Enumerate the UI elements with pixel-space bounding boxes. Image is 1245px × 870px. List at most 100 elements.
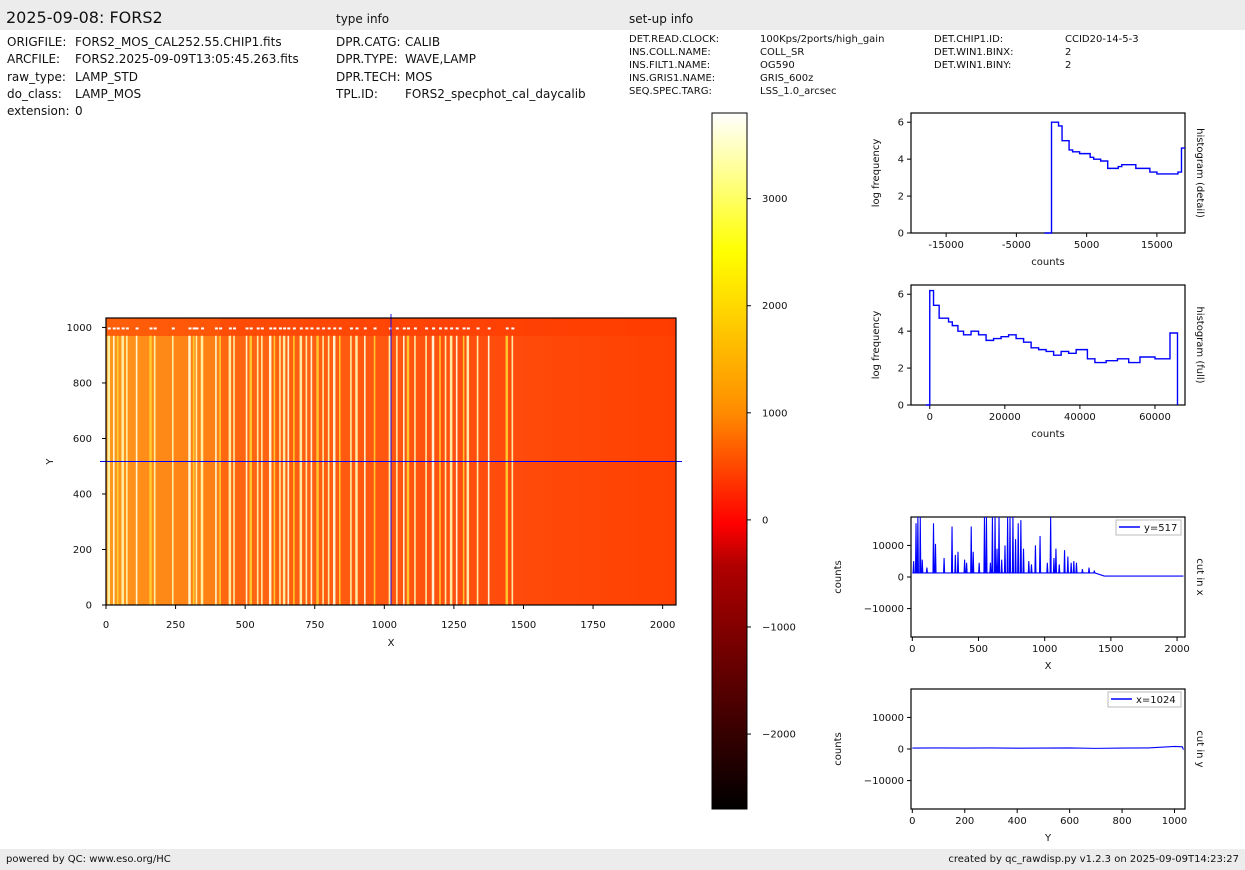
page-title: 2025-09-08: FORS2: [6, 8, 163, 27]
y-tick-label: 0: [86, 601, 92, 612]
arc-line: [439, 335, 441, 605]
arc-line: [403, 335, 405, 605]
arc-line-top-mark: [476, 327, 480, 330]
arc-line-top-mark: [287, 327, 291, 330]
arc-line-top-mark: [450, 327, 454, 330]
histogram-line: [926, 289, 1179, 406]
setup-value: OG590: [760, 60, 795, 71]
arc-line-top-mark: [444, 327, 448, 330]
file-info-value: FORS2.2025-09-09T13:05:45.263.fits: [75, 52, 299, 66]
arc-line-top-mark: [466, 327, 470, 330]
arc-line-top-mark: [395, 327, 399, 330]
type-info-key: TPL.ID:: [336, 87, 378, 101]
y-tick-label: 400: [73, 489, 92, 500]
x-tick-label: -5000: [1002, 240, 1031, 251]
setup-key: DET.WIN1.BINY:: [934, 60, 1012, 71]
arc-line-top-mark: [283, 327, 287, 330]
arc-line-top-mark: [153, 327, 157, 330]
footer-bar: [0, 849, 1245, 870]
arc-line: [233, 335, 235, 605]
arc-line: [192, 335, 195, 605]
y-axis-label: Y: [45, 458, 56, 466]
arc-line-top-mark: [305, 327, 309, 330]
arc-line: [373, 335, 376, 605]
setup-key: DET.READ.CLOCK:: [629, 34, 720, 45]
arc-line-top-mark: [116, 327, 120, 330]
y-axis-label: counts: [833, 732, 844, 765]
arc-line-top-mark: [373, 327, 377, 330]
histogram-line: [1044, 121, 1185, 234]
type-info-heading: type info: [336, 12, 390, 26]
y-tick-label: 10000: [872, 713, 904, 724]
y-tick-label: 2: [898, 364, 904, 375]
arc-line: [200, 335, 204, 605]
arc-line-top-mark: [388, 327, 392, 330]
arc-line-top-mark: [125, 327, 129, 330]
arc-line-top-mark: [455, 327, 459, 330]
arc-line: [282, 335, 286, 605]
arc-line: [121, 335, 124, 605]
arc-line: [116, 335, 119, 605]
arc-line-top-mark: [505, 327, 509, 330]
cut-y-line: [912, 745, 1184, 750]
file-info-value: LAMP_STD: [75, 70, 138, 84]
colorbar-tick-label: 2000: [762, 301, 787, 312]
arc-line-top-mark: [249, 327, 253, 330]
arc-line: [322, 335, 324, 605]
setup-value: 2: [1065, 60, 1072, 71]
legend-box: [1107, 691, 1182, 708]
header-bar: [0, 0, 1245, 30]
x-axis-label: counts: [1031, 257, 1064, 268]
y-tick-label: 800: [73, 378, 92, 389]
arc-line-top-mark: [406, 327, 410, 330]
x-tick-label: 1000: [1032, 644, 1057, 655]
arc-line: [414, 335, 416, 605]
x-tick-label: 500: [236, 620, 255, 631]
arc-line-top-mark: [278, 327, 282, 330]
x-tick-label: 0: [909, 644, 915, 655]
arc-line-top-mark: [112, 327, 116, 330]
x-tick-label: 1500: [1098, 644, 1123, 655]
side-label: cut in x: [1194, 558, 1205, 595]
setup-key: INS.GRIS1.NAME:: [629, 73, 716, 84]
x-tick-label: 0: [927, 412, 933, 423]
colorbar: [711, 112, 748, 810]
arc-line: [449, 335, 453, 605]
plot-frame: [910, 284, 1186, 406]
arc-line: [273, 335, 276, 605]
file-info-key: raw_type:: [7, 70, 66, 84]
arc-line-top-mark: [269, 327, 273, 330]
arc-line: [332, 335, 336, 605]
y-tick-label: 6: [898, 118, 904, 129]
colorbar-tick-label: 0: [762, 515, 768, 526]
setup-value: CCID20-14-5-3: [1065, 34, 1139, 45]
arc-line-top-mark: [402, 327, 406, 330]
x-tick-label: 500: [969, 644, 988, 655]
arc-line: [107, 335, 111, 605]
y-tick-label: −10000: [864, 776, 904, 787]
arc-line: [256, 335, 259, 605]
arc-line-top-mark: [201, 327, 205, 330]
y-tick-label: 200: [73, 545, 92, 556]
arc-line: [245, 335, 248, 605]
y-axis-label: counts: [833, 560, 844, 593]
setup-value: GRIS_600z: [760, 73, 814, 84]
setup-key: INS.COLL.NAME:: [629, 47, 711, 58]
x-tick-label: 40000: [1064, 412, 1096, 423]
arc-line: [135, 335, 138, 605]
setup-value: 2: [1065, 47, 1072, 58]
arc-line: [228, 335, 232, 605]
x-tick-label: 1750: [580, 620, 605, 631]
arc-line: [261, 335, 263, 605]
y-tick-label: 10000: [872, 541, 904, 552]
arc-line: [327, 335, 330, 605]
x-tick-label: 20000: [989, 412, 1021, 423]
y-tick-label: 6: [898, 290, 904, 301]
y-axis-label: log frequency: [871, 311, 882, 380]
arc-line-top-mark: [149, 327, 153, 330]
arc-line-top-mark: [195, 327, 199, 330]
x-tick-label: 60000: [1139, 412, 1171, 423]
arc-line: [455, 335, 458, 605]
arc-line: [287, 335, 290, 605]
